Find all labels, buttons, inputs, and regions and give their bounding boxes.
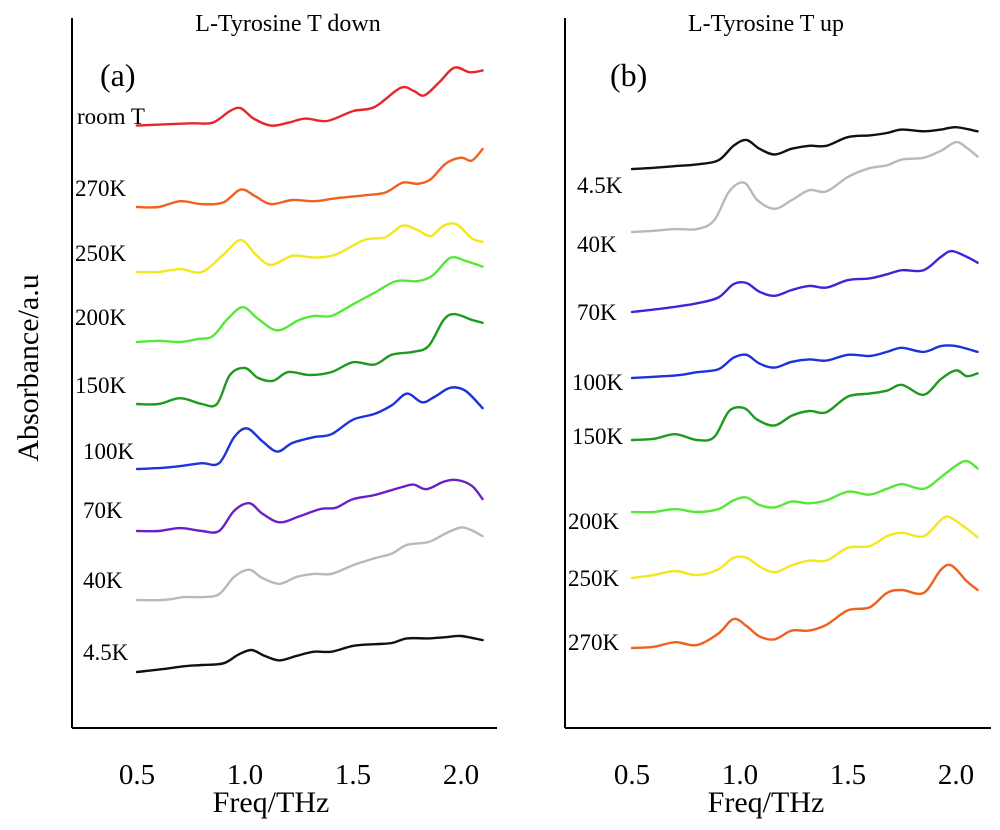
trace-200k — [135, 255, 484, 344]
panel-a-letter: (a) — [100, 57, 136, 93]
panel-a: L-Tyrosine T down (a) room T 270K 250K 200K… — [71, 11, 497, 819]
trace-label-250k: 250K — [75, 241, 127, 266]
trace-250k — [630, 515, 979, 580]
trace-label-150k: 150K — [572, 424, 624, 449]
panel-a-trace-labels: room T 270K 250K 200K 150K 100K 70K 40K 4.5K — [75, 104, 145, 665]
panel-b-title: L-Tyrosine T up — [688, 11, 844, 37]
panel-b-traces — [630, 125, 979, 650]
trace-250k — [135, 222, 484, 274]
panel-a-x-title: Freq/THz — [213, 786, 330, 819]
trace-label-4.5k: 4.5K — [83, 640, 129, 665]
trace-4.5k — [630, 125, 979, 171]
trace-label-100k: 100K — [83, 439, 135, 464]
trace-70k — [135, 478, 484, 534]
trace-label-200k: 200K — [568, 509, 620, 534]
x-tick-label: 2.0 — [938, 759, 974, 791]
x-tick-label: 1.0 — [722, 759, 758, 791]
trace-100k — [135, 386, 484, 471]
trace-150k — [135, 312, 484, 408]
panel-b-letter: (b) — [610, 57, 647, 93]
trace-label-270k: 270K — [75, 176, 127, 201]
trace-label-250k: 250K — [568, 566, 620, 591]
x-tick-label: 1.0 — [227, 759, 263, 791]
panel-b-trace-labels: 4.5K 40K 70K 100K 150K 200K 250K 270K — [568, 173, 624, 655]
trace-label-270k: 270K — [568, 630, 620, 655]
panel-a-title: L-Tyrosine T down — [195, 11, 380, 37]
x-tick-label: 0.5 — [614, 759, 650, 791]
trace-label-70k: 70K — [83, 498, 123, 523]
panel-b-x-ticks: 0.5 1.0 1.5 2.0 — [614, 759, 974, 791]
trace-label-40k: 40K — [577, 232, 617, 257]
trace-label-70k: 70K — [577, 300, 617, 325]
x-tick-label: 1.5 — [830, 759, 866, 791]
trace-label-200k: 200K — [75, 305, 127, 330]
trace-room-t — [135, 66, 484, 127]
trace-200k — [630, 459, 979, 514]
trace-label-150k: 150K — [75, 373, 127, 398]
trace-270k — [630, 563, 979, 650]
trace-150k — [630, 369, 979, 442]
panel-a-x-ticks: 0.5 1.0 1.5 2.0 — [119, 759, 479, 791]
trace-label-room-t: room T — [77, 104, 145, 129]
trace-40k — [630, 140, 979, 234]
trace-270k — [135, 147, 484, 209]
trace-100k — [630, 344, 979, 380]
panel-b-x-title: Freq/THz — [708, 786, 825, 819]
y-axis-title: Absorbance/a.u — [12, 274, 45, 461]
trace-4.5k — [135, 634, 484, 674]
trace-label-40k: 40K — [83, 568, 123, 593]
trace-70k — [630, 249, 979, 314]
trace-40k — [135, 526, 484, 602]
x-tick-label: 2.0 — [443, 759, 479, 791]
trace-label-100k: 100K — [572, 370, 624, 395]
panel-a-traces — [135, 66, 484, 674]
trace-label-4.5k: 4.5K — [577, 173, 623, 198]
panel-b: L-Tyrosine T up (b) 4.5K 40K 70K 100K 150K 20… — [564, 11, 991, 819]
x-tick-label: 0.5 — [119, 759, 155, 791]
x-tick-label: 1.5 — [335, 759, 371, 791]
